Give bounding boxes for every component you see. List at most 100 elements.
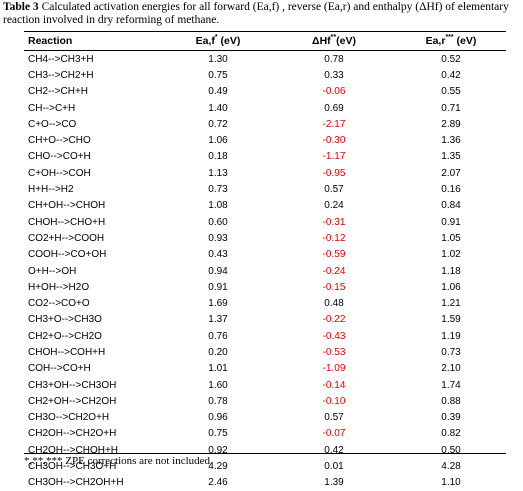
table-row: C+O-->CO 0.72 -2.17 2.89 — [24, 116, 510, 132]
cell-dh: -0.10 — [322, 395, 346, 407]
cell-dh: -1.17 — [322, 151, 346, 163]
cell-eaf: 0.92 — [208, 444, 228, 456]
cell-ear: 1.21 — [441, 298, 461, 310]
cell-ear: 0.39 — [441, 412, 461, 424]
cell-eaf: 0.18 — [208, 151, 228, 163]
cell-eaf: 0.76 — [208, 330, 228, 342]
cell-ear: 1.19 — [441, 330, 461, 342]
cell-reaction: CH2OH-->CHOH+H — [28, 444, 119, 456]
cell-ear: 0.91 — [441, 216, 461, 228]
header-eaf-symbol: Ea,f — [195, 35, 215, 47]
cell-reaction: CH+O-->CHO — [28, 135, 91, 147]
table-row: CH+O-->CHO 1.06 -0.30 1.36 — [24, 132, 510, 148]
header-reaction: Reaction — [28, 35, 73, 47]
cell-eaf: 1.01 — [208, 363, 228, 375]
cell-ear: 4.28 — [441, 461, 461, 473]
cell-ear: 0.16 — [441, 184, 461, 196]
header-dh: ΔHf**(eV) — [276, 32, 392, 50]
table-row: CH2+O-->CH2O 0.76 -0.43 1.19 — [24, 328, 510, 344]
cell-reaction: CH3-->CH2+H — [28, 69, 94, 81]
cell-dh: -0.31 — [322, 216, 346, 228]
table-bottom-rule — [24, 453, 506, 454]
cell-ear: 2.89 — [441, 118, 461, 130]
cell-dh: -0.59 — [322, 249, 346, 261]
cell-ear: 1.74 — [441, 379, 461, 391]
table-row: CO2-->CO+O 1.69 0.48 1.21 — [24, 295, 510, 311]
table-row: CHO-->CO+H 0.18 -1.17 1.35 — [24, 149, 510, 165]
table-body: CH4-->CH3+H 1.30 0.78 0.52 CH3-->CH2+H 0.75 0.… — [24, 50, 510, 491]
cell-reaction: CH3+OH-->CH3OH — [28, 379, 117, 391]
header-dh-symbol: ΔHf — [312, 35, 331, 47]
cell-reaction: CH3OH-->CH2OH+H — [28, 477, 124, 489]
table-row: CH4-->CH3+H 1.30 0.78 0.52 — [24, 50, 510, 67]
table-label: Table 3 — [3, 1, 39, 13]
cell-eaf: 1.37 — [208, 314, 228, 326]
cell-eaf: 0.96 — [208, 412, 228, 424]
cell-ear: 0.71 — [441, 102, 461, 114]
cell-ear: 0.82 — [441, 428, 461, 440]
table-row: CH3+OH-->CH3OH 1.60 -0.14 1.74 — [24, 377, 510, 393]
table-row: CH2OH-->CH2O+H 0.75 -0.07 0.82 — [24, 426, 510, 442]
cell-reaction: C+OH-->COH — [28, 167, 91, 179]
cell-eaf: 1.40 — [208, 102, 228, 114]
cell-dh: -0.14 — [322, 379, 346, 391]
cell-eaf: 0.94 — [208, 265, 228, 277]
cell-reaction: CH2-->CH+H — [28, 86, 89, 98]
cell-eaf: 0.60 — [208, 216, 228, 228]
cell-dh: 1.39 — [324, 477, 344, 489]
cell-ear: 0.52 — [441, 53, 461, 65]
cell-dh: -0.22 — [322, 314, 346, 326]
cell-dh: -1.09 — [322, 363, 346, 375]
cell-eaf: 1.13 — [208, 167, 228, 179]
cell-reaction: CHOH-->CHO+H — [28, 216, 106, 228]
header-dh-mark: ** — [330, 34, 337, 41]
header-eaf: Ea,f* (eV) — [160, 32, 276, 50]
cell-dh: 0.57 — [324, 184, 344, 196]
cell-ear: 0.73 — [441, 346, 461, 358]
table-row: CH-->C+H 1.40 0.69 0.71 — [24, 100, 510, 116]
cell-dh: 0.57 — [324, 412, 344, 424]
cell-eaf: 0.20 — [208, 346, 228, 358]
table-row: H+OH-->H2O 0.91 -0.15 1.06 — [24, 279, 510, 295]
header-ear-unit: (eV) — [453, 35, 477, 47]
table-row: CH3O-->CH2O+H 0.96 0.57 0.39 — [24, 410, 510, 426]
cell-dh: -0.53 — [322, 346, 346, 358]
cell-eaf: 4.29 — [208, 461, 228, 473]
table-row: CHOH-->COH+H 0.20 -0.53 0.73 — [24, 344, 510, 360]
cell-eaf: 0.93 — [208, 232, 228, 244]
table-row: CH+OH-->CHOH 1.08 0.24 0.84 — [24, 198, 510, 214]
cell-ear: 0.84 — [441, 200, 461, 212]
cell-dh: -0.43 — [322, 330, 346, 342]
cell-ear: 1.05 — [441, 232, 461, 244]
cell-reaction: CO2-->CO+O — [28, 298, 90, 310]
header-ear-symbol: Ea,r — [425, 35, 446, 47]
cell-reaction: COOH-->CO+OH — [28, 249, 107, 261]
table-row: CH3-->CH2+H 0.75 0.33 0.42 — [24, 67, 510, 83]
table-row: CH2-->CH+H 0.49 -0.06 0.55 — [24, 84, 510, 100]
cell-dh: -0.95 — [322, 167, 346, 179]
cell-dh: -0.12 — [322, 232, 346, 244]
cell-eaf: 0.91 — [208, 281, 228, 293]
table-row: CH3+O-->CH3O 1.37 -0.22 1.59 — [24, 312, 510, 328]
cell-reaction: CH+OH-->CHOH — [28, 200, 106, 212]
table-row: CO2+H-->COOH 0.93 -0.12 1.05 — [24, 230, 510, 246]
cell-eaf: 0.43 — [208, 249, 228, 261]
cell-ear: 1.59 — [441, 314, 461, 326]
cell-reaction: CH3+O-->CH3O — [28, 314, 102, 326]
table-row: O+H-->OH 0.94 -0.24 1.18 — [24, 263, 510, 279]
header-dh-unit: (eV) — [336, 35, 356, 47]
table-row: CH2OH-->CHOH+H 0.92 0.42 0.50 — [24, 442, 510, 458]
cell-dh: 0.42 — [324, 444, 344, 456]
cell-dh: -0.15 — [322, 281, 346, 293]
table-row: CHOH-->CHO+H 0.60 -0.31 0.91 — [24, 214, 510, 230]
cell-ear: 0.42 — [441, 69, 461, 81]
cell-ear: 0.88 — [441, 395, 461, 407]
cell-reaction: CO2+H-->COOH — [28, 232, 105, 244]
cell-reaction: CH4-->CH3+H — [28, 53, 94, 65]
cell-reaction: CH2+O-->CH2O — [28, 330, 102, 342]
table-footnote: *,**,*** ZPE corrections are not include… — [24, 455, 211, 467]
table-row: CH2+OH-->CH2OH 0.78 -0.10 0.88 — [24, 393, 510, 409]
table-header-rule — [24, 50, 506, 51]
cell-eaf: 0.78 — [208, 395, 228, 407]
table-row: CH3OH-->CH2OH+H 2.46 1.39 1.10 — [24, 475, 510, 491]
